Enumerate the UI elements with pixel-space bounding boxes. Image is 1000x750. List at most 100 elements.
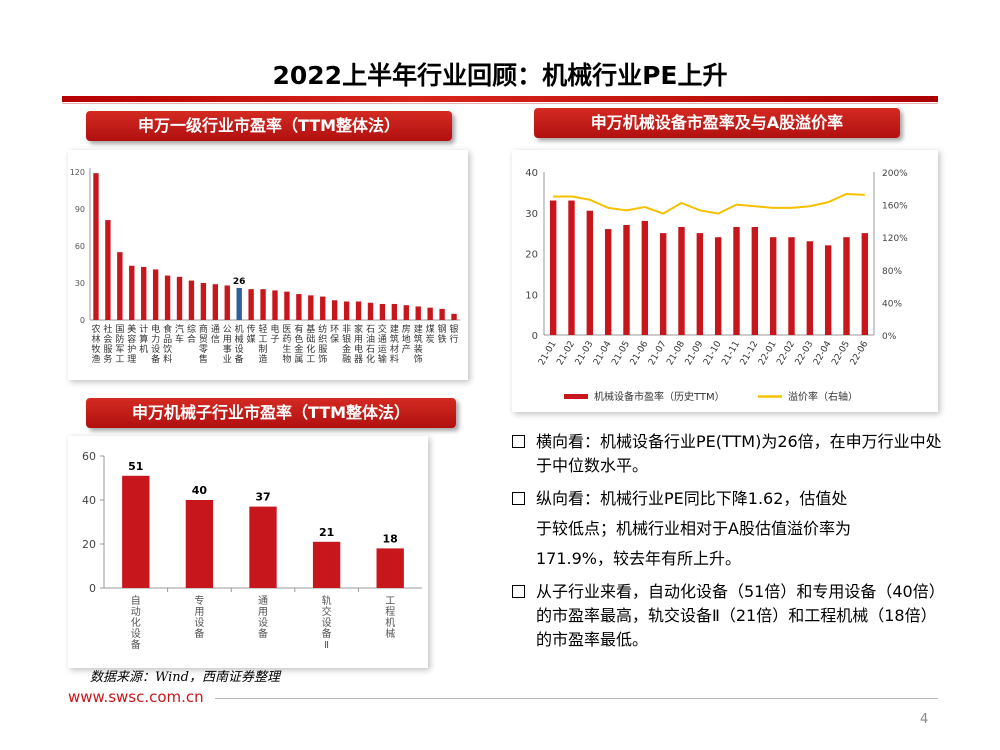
x-tick-label: 汽	[175, 323, 184, 335]
x-tick-label: 电	[151, 323, 160, 335]
highlight-value-label: 26	[233, 277, 246, 287]
x-tick-label: 金	[342, 343, 351, 355]
x-tick-label: 自	[131, 594, 141, 607]
x-tick-label: 品	[163, 334, 172, 345]
x-tick-label: 容	[127, 333, 136, 345]
x-tick-label: 材	[390, 343, 399, 355]
x-tick-label: 通	[258, 595, 268, 607]
bullet-vertical: 纵向看：机械行业PE同比下降1.62，估值处 于较低点；机械行业相对于A股估值溢…	[512, 484, 952, 574]
x-tick-label: 化	[306, 343, 315, 355]
x-tick-label: 电	[270, 323, 279, 335]
bar-商贸零售	[200, 283, 207, 320]
x-tick-label: 零	[199, 344, 208, 355]
y-tick-label: 0	[80, 316, 85, 325]
bar-建筑装饰	[415, 306, 421, 320]
bar-21-11	[733, 227, 740, 335]
x-tick-label: 22-06	[849, 339, 871, 367]
x-tick-label: 械	[385, 627, 395, 640]
bar-纺织服饰	[320, 296, 326, 320]
x-tick-label: 饰	[414, 353, 423, 365]
website-link[interactable]: www.swsc.com.cn	[68, 688, 204, 706]
x-tick-label: 运	[378, 344, 387, 355]
x-tick-label: 用	[223, 334, 232, 345]
bar-21-08	[678, 227, 685, 335]
x-tick-label: 纺	[318, 323, 327, 335]
x-tick-label: 工	[385, 596, 395, 607]
x-tick-label: 服	[103, 344, 112, 355]
x-tick-label: 建	[414, 323, 423, 335]
x-tick-label: 务	[103, 353, 112, 365]
bar-食品饮料	[164, 275, 171, 320]
x-tick-label: 保	[330, 333, 339, 345]
y-tick-label: 0	[89, 582, 96, 595]
x-tick-label: 食	[163, 323, 172, 335]
bar-21-12	[751, 227, 759, 335]
bar-钢铁	[439, 308, 445, 320]
chart1-panel: 0 30 60 90 120 农林牧渔社会服务国防军工美容护理计算机电力设备食品饮料汽车综…	[68, 150, 468, 380]
bar-环保	[331, 300, 338, 320]
x-tick-label: 用	[194, 607, 204, 618]
x-tick-label: 理	[127, 354, 136, 365]
bar-基础化工	[308, 295, 314, 320]
x-tick-label: 事	[223, 343, 232, 355]
page-number: 4	[920, 712, 929, 727]
x-tick-label: 设	[151, 344, 160, 355]
x-tick-label: 煤	[426, 323, 435, 335]
x-tick-label: 用	[258, 607, 268, 618]
bar-计算机	[141, 266, 147, 320]
x-tick-label: 备	[235, 353, 244, 365]
x-tick-label: 车	[175, 333, 184, 345]
x-tick-label: 石	[366, 345, 375, 355]
x-tick-label: 炭	[426, 334, 435, 345]
x-tick-label: 料	[390, 353, 399, 365]
x-tick-label: 造	[259, 353, 268, 365]
y-tick-label: 60	[82, 450, 96, 463]
left-axis-tick: 10	[525, 290, 538, 301]
bar-21-05	[623, 224, 630, 335]
legend-line-label: 溢价率（右轴）	[788, 390, 858, 403]
x-tick-label: 机	[139, 343, 148, 355]
bar-银行	[451, 313, 457, 320]
page-title: 2022上半年行业回顾：机械行业PE上升	[272, 61, 728, 90]
bar-医药生物	[284, 291, 290, 320]
bar-国防军工	[117, 252, 123, 320]
x-tick-label: 医	[282, 324, 291, 335]
x-tick-label: 器	[354, 354, 363, 365]
x-tick-label: 织	[318, 333, 327, 345]
right-axis-tick: 40%	[882, 299, 902, 309]
footer-line	[215, 698, 938, 699]
x-tick-label: 专	[194, 594, 204, 607]
bar-value-label: 37	[255, 491, 270, 504]
bar-工程机械	[376, 548, 404, 588]
bar-公用事业	[224, 285, 230, 320]
x-tick-label: 传	[247, 323, 256, 335]
x-tick-label: 设	[258, 617, 268, 629]
x-tick-label: 合	[187, 333, 196, 345]
bar-21-04	[604, 229, 612, 335]
bar-21-10	[714, 237, 722, 335]
right-axis-tick: 120%	[882, 234, 908, 244]
x-tick-label: Ⅱ	[324, 640, 329, 651]
checkbox-bullet-icon	[512, 435, 525, 448]
x-tick-label: 国	[115, 324, 124, 335]
x-tick-label: 备	[131, 638, 141, 651]
y-tick-label: 120	[70, 168, 85, 177]
bar-22-02	[788, 237, 795, 335]
right-axis-tick: 80%	[882, 267, 902, 277]
x-tick-label: 力	[151, 333, 160, 345]
x-tick-label: 础	[306, 333, 315, 345]
bullet-list: 横向看：机械设备行业PE(TTM)为26倍，在申万行业中处于中位数水平。 纵向看…	[512, 430, 952, 658]
x-tick-label: 设	[131, 628, 141, 640]
x-tick-label: 融	[342, 354, 351, 365]
x-tick-label: 制	[259, 343, 268, 355]
bar-value-label: 21	[319, 526, 334, 539]
x-tick-label: 社	[103, 323, 112, 335]
y-tick-label: 20	[82, 538, 96, 551]
checkbox-bullet-icon	[512, 585, 525, 598]
x-tick-label: 非	[342, 323, 351, 335]
x-tick-label: 属	[294, 354, 303, 365]
bar-value-label: 51	[128, 460, 143, 473]
bar-专用设备	[185, 500, 214, 588]
x-tick-label: 银	[342, 333, 351, 345]
x-tick-label: 油	[366, 333, 375, 345]
